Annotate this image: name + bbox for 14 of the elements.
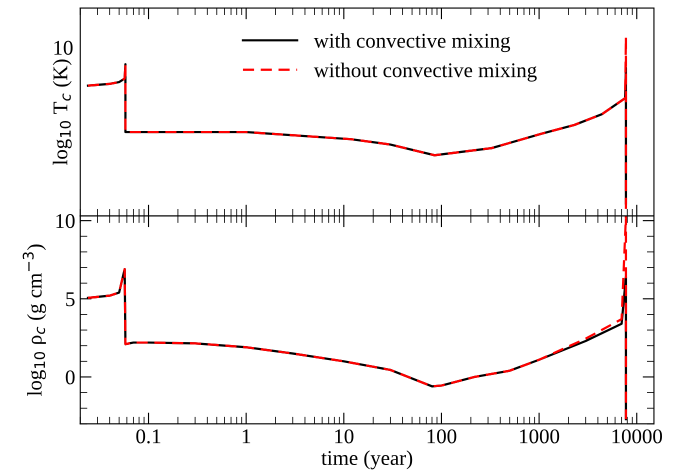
x-tick-label: 10000 — [612, 429, 662, 444]
y-tick-label: 0 — [66, 370, 75, 384]
x-tick-label: 10 — [335, 429, 354, 444]
legend-label: without convective mixing — [314, 62, 537, 82]
y-tick-label: 5 — [66, 292, 75, 306]
x-tick-label: 0.1 — [136, 429, 160, 444]
y-axis-title: log$_{10}$ ρ$_{c}$ (g cm$^{−3}$) — [22, 244, 46, 396]
legend-label: with convective mixing — [314, 33, 510, 52]
x-tick-label: 1000 — [520, 429, 560, 444]
y-tick-label: 10 — [56, 214, 75, 228]
y-axis-title: log$_{10}$ T$_{c}$ (K) — [52, 60, 72, 166]
x-axis-title: time (year) — [321, 450, 412, 470]
x-tick-label: 1 — [242, 429, 250, 444]
x-tick-label: 100 — [428, 429, 456, 444]
